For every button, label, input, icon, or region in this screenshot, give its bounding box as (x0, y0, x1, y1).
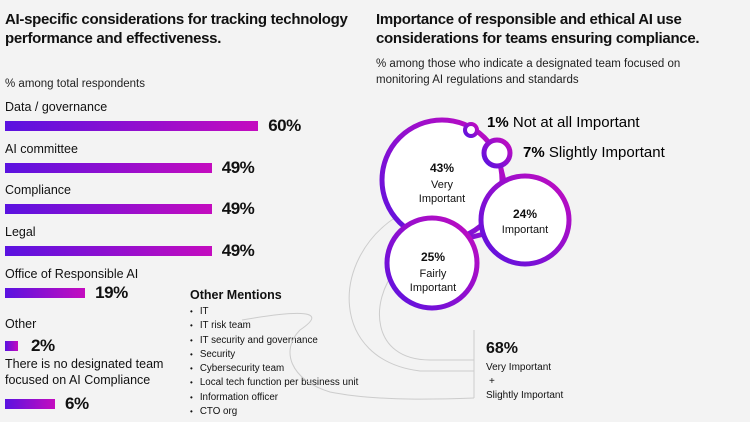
other-mention-item: IT (190, 305, 358, 319)
summary-line2: Slightly Important (486, 390, 564, 401)
bar (5, 246, 212, 256)
bar (5, 288, 86, 298)
bar-label: AI committee (5, 142, 78, 156)
bar-label: Compliance (5, 183, 72, 197)
bubble-slightly-important (481, 137, 513, 169)
other-mention-item: Security (190, 348, 358, 362)
bar (5, 121, 259, 131)
summary: 68% Very Important + Slightly Important (486, 340, 563, 403)
summary-value: 68% (486, 340, 519, 357)
arc-inner (378, 269, 474, 361)
summary-plus: + (489, 376, 495, 387)
bar-label: Data / governance (5, 100, 108, 114)
other-mention-item: CTO org (190, 405, 358, 419)
fairly-value: 25% (421, 250, 445, 264)
bar-value: 60% (268, 116, 301, 135)
other-mention-item: Cybersecurity team (190, 362, 358, 376)
bar (5, 204, 212, 214)
fairly-label-2: Important (410, 282, 456, 294)
bar-label: Other (5, 317, 37, 331)
slightly-important-label: 7% Slightly Important (523, 144, 666, 161)
very-label-2: Important (419, 193, 465, 205)
not-important-label: 1% Not at all Important (487, 114, 640, 131)
other-mention-item: IT security and governance (190, 334, 358, 348)
connector-line (241, 312, 475, 400)
very-label-1: Very (431, 179, 454, 191)
bar-value: 2% (31, 336, 55, 355)
bar (5, 163, 212, 173)
right-title: Importance of responsible and ethical AI… (376, 11, 700, 47)
important-label: Important (502, 224, 548, 236)
bar (5, 399, 55, 409)
other-mention-item: IT risk team (190, 319, 358, 333)
bar-label: Office of Responsible AI (5, 267, 139, 281)
other-mentions-title: Other Mentions (190, 288, 282, 302)
very-value: 43% (430, 161, 454, 175)
bar (5, 341, 18, 351)
bar-value: 49% (221, 199, 255, 218)
left-title: AI-specific considerations for tracking … (5, 11, 348, 47)
right-subtitle: % among those who indicate a designated … (376, 58, 681, 86)
bubble-important (478, 173, 572, 267)
fairly-label-1: Fairly (420, 268, 447, 280)
summary-line1: Very Important (486, 362, 552, 373)
arc-outer (348, 216, 474, 372)
bar-value: 49% (221, 158, 255, 177)
bar-label: There is no designated team focused on A… (5, 357, 164, 387)
important-value: 24% (513, 207, 537, 221)
other-mentions: Other Mentions ITIT risk teamIT security… (190, 288, 358, 419)
bar-value: 19% (95, 283, 128, 302)
bubble-not-important (463, 122, 479, 138)
other-mention-item: Local tech function per business unit (190, 376, 358, 390)
left-subtitle: % among total respondents (5, 78, 146, 90)
bar-value: 49% (221, 241, 255, 260)
bubble-fairly-important (384, 215, 480, 311)
bar-label: Legal (5, 225, 36, 239)
bar-value: 6% (65, 394, 89, 413)
other-mention-item: Information officer (190, 391, 358, 405)
